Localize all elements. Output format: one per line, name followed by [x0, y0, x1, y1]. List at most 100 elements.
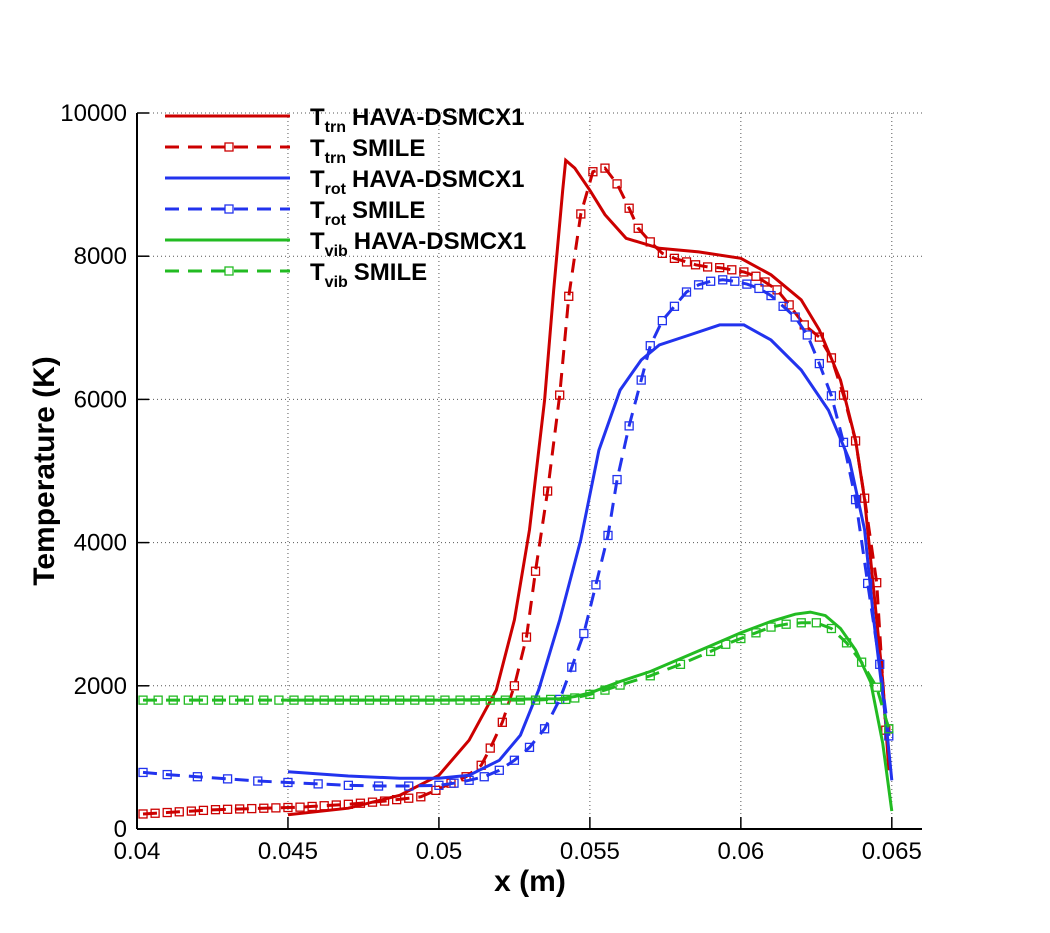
data-point — [138, 809, 148, 819]
data-point — [235, 804, 245, 814]
data-point — [872, 578, 882, 588]
data-point — [841, 638, 852, 648]
legend-subscript: rot — [325, 181, 347, 198]
data-point — [636, 375, 646, 385]
data-point — [355, 798, 366, 808]
data-point — [198, 805, 209, 816]
x-tick-label: 0.065 — [862, 838, 922, 865]
data-point — [449, 778, 459, 788]
data-point — [693, 280, 704, 290]
data-point — [392, 794, 402, 805]
y-tick-label: 4000 — [74, 530, 127, 557]
data-point — [739, 267, 749, 277]
data-point — [669, 301, 680, 311]
data-point — [259, 695, 269, 705]
legend-name: SMILE — [352, 197, 425, 224]
data-point — [485, 743, 495, 753]
data-point — [410, 695, 420, 705]
series — [138, 275, 894, 791]
legend-entry: Trot HAVA-DSMCX1 — [165, 166, 524, 198]
data-point — [754, 283, 764, 294]
data-point — [313, 779, 323, 789]
data-point — [814, 332, 824, 342]
legend-symbol: T — [310, 135, 325, 162]
data-point — [253, 776, 263, 786]
data-point — [304, 695, 314, 705]
data-point — [373, 781, 384, 791]
data-point — [681, 257, 692, 267]
data-point — [222, 774, 233, 784]
data-point — [404, 793, 414, 803]
data-point — [416, 792, 426, 802]
data-point — [138, 695, 148, 705]
legend-name: HAVA-DSMCX1 — [354, 228, 526, 255]
legend-symbol: T — [310, 166, 325, 193]
y-tick-label: 8000 — [74, 243, 127, 270]
data-point — [781, 619, 791, 629]
data-point — [690, 260, 701, 270]
legend-name: SMILE — [352, 135, 425, 162]
data-point — [542, 486, 553, 496]
legend-name: HAVA-DSMCX1 — [352, 166, 524, 193]
data-point — [162, 807, 172, 818]
data-point — [455, 695, 465, 705]
data-point — [814, 358, 824, 369]
y-tick-label: 6000 — [74, 386, 127, 413]
data-point — [464, 775, 474, 785]
y-axis-label: Temperature (K) — [28, 356, 61, 585]
data-point — [600, 685, 610, 695]
data-point — [576, 209, 586, 219]
data-point — [702, 262, 713, 272]
data-point — [319, 801, 329, 811]
x-axis-label: x (m) — [494, 865, 566, 898]
legend-marker — [224, 142, 234, 152]
y-tick-label: 0 — [114, 816, 127, 843]
data-point — [884, 724, 894, 734]
data-point — [331, 800, 341, 810]
data-point — [766, 290, 776, 301]
data-point — [271, 803, 281, 813]
data-point — [872, 682, 882, 692]
data-point — [657, 248, 667, 258]
data-point — [603, 530, 613, 541]
data-point — [838, 437, 849, 448]
x-tick-label: 0.04 — [114, 838, 161, 865]
data-point — [615, 680, 625, 690]
data-point — [515, 695, 526, 705]
data-point — [479, 772, 489, 782]
data-point — [274, 695, 284, 705]
data-point — [497, 717, 507, 727]
data-point — [826, 623, 837, 634]
data-point — [856, 657, 867, 667]
data-point — [198, 695, 209, 705]
x-tick-label: 0.05 — [416, 838, 463, 865]
data-point — [186, 806, 196, 816]
data-point — [863, 578, 873, 589]
legend-symbol: T — [310, 228, 325, 255]
data-point — [289, 695, 299, 705]
data-point — [153, 695, 163, 705]
data-point — [183, 695, 193, 705]
legend-subscript: trn — [325, 119, 346, 136]
data-point — [343, 780, 353, 790]
data-point — [884, 731, 894, 741]
data-point — [509, 755, 520, 765]
data-point — [718, 275, 728, 285]
data-point — [539, 724, 550, 734]
data-point — [715, 263, 725, 273]
legend-subscript: trn — [325, 150, 346, 167]
data-point — [564, 291, 574, 301]
data-point — [657, 315, 667, 326]
legend-label: Tvib HAVA-DSMCX1 — [310, 228, 526, 260]
data-point — [259, 803, 269, 813]
data-line — [143, 621, 891, 730]
data-point — [850, 494, 861, 505]
legend-marker — [224, 204, 234, 214]
data-point — [645, 341, 655, 351]
data-point — [283, 777, 293, 788]
data-point — [612, 179, 622, 189]
data-point — [138, 767, 148, 778]
data-line — [142, 166, 888, 816]
